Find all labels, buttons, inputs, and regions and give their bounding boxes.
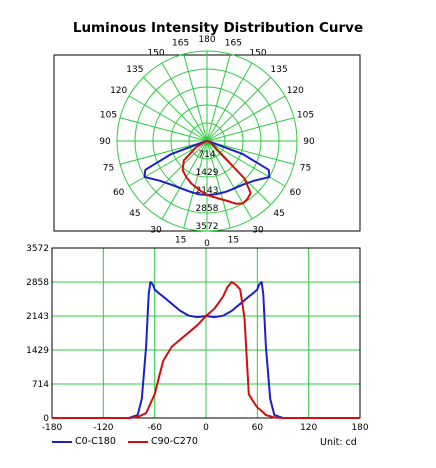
polar-spoke xyxy=(206,140,253,220)
x-tick-label: 120 xyxy=(300,423,317,433)
polar-radial-label: 3572 xyxy=(196,222,219,232)
line-series-c90 xyxy=(52,281,360,419)
polar-spoke xyxy=(206,140,295,165)
polar-angle-label: 135 xyxy=(271,65,288,75)
polar-spoke xyxy=(161,140,208,220)
polar-spoke xyxy=(206,62,253,142)
x-tick-label: -180 xyxy=(42,423,63,433)
polar-spoke xyxy=(143,140,208,205)
polar-angle-label: 105 xyxy=(297,111,314,121)
x-tick-label: 0 xyxy=(203,423,209,433)
polar-spoke xyxy=(206,140,286,187)
polar-spoke xyxy=(119,140,208,165)
polar-angle-label: 105 xyxy=(100,111,117,121)
polar-spoke xyxy=(183,140,208,229)
legend-c90: C90-C270 xyxy=(128,436,198,447)
polar-spoke xyxy=(206,95,286,142)
legend-c0: C0-C180 xyxy=(52,436,116,447)
polar-spoke xyxy=(119,117,208,142)
y-tick-label: 3572 xyxy=(26,244,49,254)
polar-radial-label: 2858 xyxy=(196,204,219,214)
polar-spoke xyxy=(206,140,231,229)
polar-angle-label: 120 xyxy=(110,86,127,96)
polar-angle-label: 165 xyxy=(172,38,189,48)
y-tick-label: 0 xyxy=(43,414,49,424)
polar-angle-label: 60 xyxy=(290,188,302,198)
polar-angle-label: 0 xyxy=(204,239,210,249)
legend-swatch-c90 xyxy=(128,440,148,443)
x-tick-label: -60 xyxy=(147,423,162,433)
polar-angle-label: 75 xyxy=(103,163,114,173)
legend-label-c90: C90-C270 xyxy=(151,436,198,447)
polar-angle-label: 180 xyxy=(198,35,215,45)
polar-angle-label: 15 xyxy=(175,236,186,246)
y-tick-label: 714 xyxy=(32,380,49,390)
polar-angle-label: 60 xyxy=(113,188,125,198)
polar-angle-label: 120 xyxy=(287,86,304,96)
polar-spoke xyxy=(183,53,208,142)
legend-label-c0: C0-C180 xyxy=(75,436,116,447)
polar-radial-label: 714 xyxy=(198,150,215,160)
polar-angle-label: 135 xyxy=(126,65,143,75)
polar-angle-label: 30 xyxy=(150,225,162,235)
unit-label: Unit: cd xyxy=(320,437,357,448)
y-tick-label: 2143 xyxy=(26,312,49,322)
x-tick-label: 180 xyxy=(351,423,368,433)
polar-spoke xyxy=(128,95,208,142)
x-tick-label: -120 xyxy=(93,423,114,433)
y-tick-label: 2858 xyxy=(26,278,49,288)
polar-radial-label: 1429 xyxy=(196,168,219,178)
polar-series-c90 xyxy=(181,140,252,205)
x-tick-label: 60 xyxy=(252,423,264,433)
polar-angle-label: 90 xyxy=(99,137,111,147)
y-tick-label: 1429 xyxy=(26,346,49,356)
polar-angle-label: 45 xyxy=(273,209,284,219)
polar-angle-label: 90 xyxy=(303,137,315,147)
polar-spoke xyxy=(161,62,208,142)
polar-angle-label: 15 xyxy=(228,236,239,246)
polar-spoke xyxy=(206,53,231,142)
legend-swatch-c0 xyxy=(52,440,72,443)
polar-radial-label: 2143 xyxy=(196,186,219,196)
polar-spoke xyxy=(143,77,208,142)
line-frame xyxy=(51,247,361,419)
polar-angle-label: 150 xyxy=(249,49,266,59)
polar-angle-label: 150 xyxy=(147,49,164,59)
chart-title: Luminous Intensity Distribution Curve xyxy=(72,20,364,36)
polar-angle-label: 30 xyxy=(252,225,264,235)
polar-spoke xyxy=(206,117,295,142)
polar-spoke xyxy=(206,77,271,142)
polar-angle-label: 75 xyxy=(300,163,311,173)
polar-angle-label: 45 xyxy=(129,209,140,219)
polar-angle-label: 165 xyxy=(225,38,242,48)
